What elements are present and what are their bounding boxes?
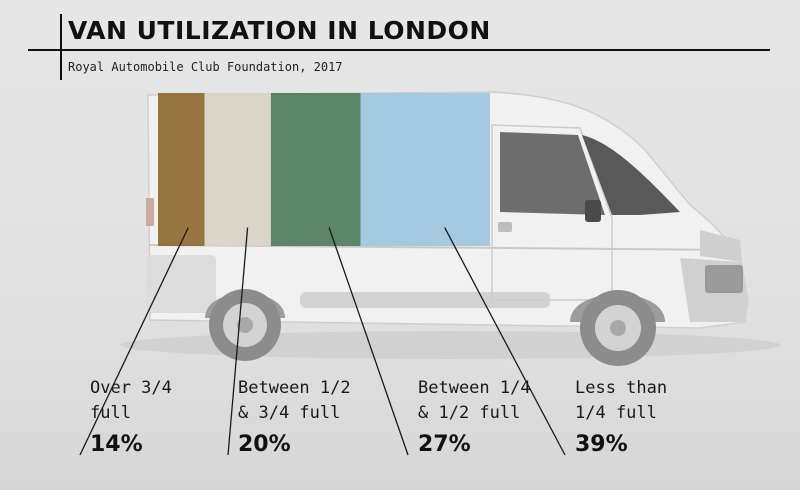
chart-title: VAN UTILIZATION IN LONDON: [68, 16, 491, 45]
van-taillight: [146, 198, 154, 226]
van-side-window: [500, 132, 605, 215]
value-label-2: 20%: [238, 432, 291, 457]
van-grille: [705, 265, 743, 293]
category-label-3: Between 1/4 & 1/2 full: [418, 378, 531, 423]
chart-source: Royal Automobile Club Foundation, 2017: [68, 60, 343, 74]
category-label-4: Less than 1/4 full: [575, 378, 668, 423]
category-label-1: Over 3/4 full: [90, 378, 172, 423]
leader-line-4: [444, 227, 566, 456]
front-wheel: [580, 290, 656, 366]
utilization-band-2: [204, 93, 271, 246]
utilization-bands: [158, 93, 490, 246]
van-side-skirt: [300, 292, 550, 308]
leader-line-1: [79, 227, 189, 456]
value-label-1: 14%: [90, 432, 143, 457]
van-rear-bumper: [146, 255, 216, 313]
utilization-band-1: [158, 93, 205, 246]
utilization-band-4: [360, 93, 490, 246]
rear-wheel: [209, 289, 281, 361]
utilization-band-3: [270, 93, 361, 246]
van-headlight: [700, 230, 742, 262]
leader-lines: [79, 227, 566, 456]
van-illustration: [120, 91, 780, 366]
van-door-handle: [498, 222, 512, 232]
leader-line-3: [328, 227, 409, 456]
van-door: [491, 124, 613, 301]
value-label-3: 27%: [418, 432, 471, 457]
leader-line-2: [227, 227, 249, 456]
category-label-2: Between 1/2 & 3/4 full: [238, 378, 351, 423]
value-label-4: 39%: [575, 432, 628, 457]
van-windshield: [582, 135, 680, 215]
title-vertical-rule: [60, 14, 62, 80]
title-horizontal-rule: [28, 49, 770, 51]
van-mirror: [585, 200, 601, 222]
